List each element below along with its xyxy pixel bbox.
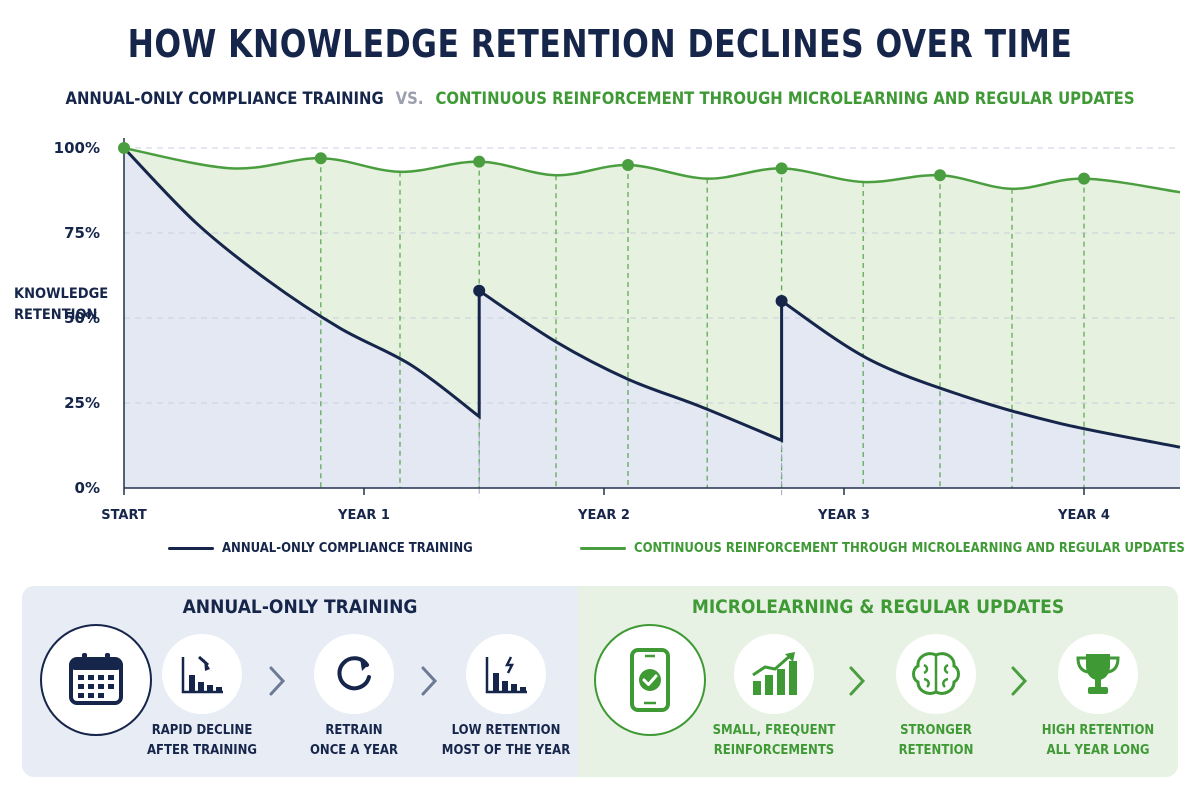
rising-bar-chart-icon: [734, 634, 814, 714]
micro-step-1-line1: SMALL, FREQUENT: [712, 723, 836, 738]
x-tick-label: YEAR 3: [817, 508, 870, 523]
point-microlearning: [775, 162, 788, 175]
page-title: HOW KNOWLEDGE RETENTION DECLINES OVER TI…: [127, 22, 1073, 66]
legend-annual-swatch: [168, 547, 214, 550]
micro-step-1-line2: REINFORCEMENTS: [713, 743, 835, 758]
point-microlearning: [622, 159, 634, 171]
micro-step-2-line2: RETENTION: [898, 743, 974, 758]
micro-step-2-line1: STRONGER: [900, 723, 972, 738]
point-microlearning: [118, 142, 130, 154]
annual-step-2-line2: ONCE A YEAR: [309, 743, 398, 758]
y-tick-label: 25%: [64, 394, 100, 412]
trophy-icon: [1058, 634, 1138, 714]
retention-chart: 0% 25% 50% 75% 100% START YEAR 1 YEAR 2 YEAR 3 YE…: [54, 138, 1181, 523]
micro-step-1-label: SMALL, FREQUENT REINFORCEMENTS: [699, 721, 849, 761]
micro-step-2-label: STRONGER RETENTION: [861, 721, 1011, 761]
brain-icon: [896, 634, 976, 714]
x-tick-label: START: [101, 508, 147, 523]
y-axis-label-line1: KNOWLEDGE: [14, 286, 109, 302]
point-microlearning: [473, 155, 486, 168]
y-axis-label: KNOWLEDGE RETENTION: [14, 284, 108, 326]
annual-panel: ANNUAL-ONLY TRAINING RAPID DECLINE AFTER …: [22, 586, 578, 777]
subtitle: ANNUAL-ONLY COMPLIANCE TRAINING VS. CONTIN…: [0, 89, 1200, 108]
subtitle-vs: VS.: [395, 89, 424, 108]
annual-step-3-line1: LOW RETENTION: [451, 723, 561, 738]
micro-panel: MICROLEARNING & REGULAR UPDATES SMALL, F…: [578, 586, 1178, 777]
point-annual: [775, 295, 788, 307]
y-tick-label: 0%: [75, 479, 100, 497]
annual-step-2-line1: RETRAIN: [325, 723, 383, 738]
annual-step-1-line2: AFTER TRAINING: [147, 743, 257, 758]
legend-annual: ANNUAL-ONLY COMPLIANCE TRAINING: [168, 541, 473, 556]
x-tick-label: YEAR 2: [577, 508, 630, 523]
point-microlearning: [314, 152, 327, 165]
low-bar-chart-icon: [466, 634, 546, 714]
chevron-right-icon: [269, 666, 286, 696]
annual-step-2-label: RETRAIN ONCE A YEAR: [279, 721, 429, 761]
refresh-icon: [314, 634, 394, 714]
y-axis-label-line2: RETENTION: [14, 307, 98, 323]
x-tick-label: YEAR 1: [337, 508, 390, 523]
x-tick-label: YEAR 4: [1057, 508, 1110, 523]
calendar-icon: [40, 624, 152, 736]
annual-step-3-line2: MOST OF THE YEAR: [441, 743, 571, 758]
y-tick-label: 100%: [54, 139, 100, 157]
point-annual: [473, 284, 486, 297]
annual-step-3-label: LOW RETENTION MOST OF THE YEAR: [431, 721, 581, 761]
point-microlearning: [934, 169, 946, 182]
series-line-annual: [122, 146, 1181, 449]
chevron-right-icon: [849, 666, 866, 696]
legend-micro-label: CONTINUOUS REINFORCEMENT THROUGH MICROLE…: [634, 541, 1185, 556]
subtitle-micro: CONTINUOUS REINFORCEMENT THROUGH MICROLE…: [435, 89, 1135, 108]
chevron-right-icon: [421, 666, 438, 696]
micro-step-3-line1: HIGH RETENTION: [1041, 723, 1155, 738]
micro-step-3-line2: ALL YEAR LONG: [1046, 743, 1150, 758]
y-tick-label: 75%: [64, 224, 100, 242]
y-tick-label: 50%: [64, 309, 100, 327]
legend-annual-label: ANNUAL-ONLY COMPLIANCE TRAINING: [222, 541, 473, 556]
micro-step-3-label: HIGH RETENTION ALL YEAR LONG: [1023, 721, 1173, 761]
subtitle-annual: ANNUAL-ONLY COMPLIANCE TRAINING: [65, 89, 384, 108]
smartphone-check-icon: [594, 624, 706, 736]
point-microlearning: [1078, 172, 1090, 185]
legend-micro: CONTINUOUS REINFORCEMENT THROUGH MICROLE…: [580, 541, 1185, 556]
legend-micro-swatch: [580, 547, 626, 550]
annual-step-1-label: RAPID DECLINE AFTER TRAINING: [127, 721, 277, 761]
chevron-right-icon: [1011, 666, 1028, 696]
annual-step-1-line1: RAPID DECLINE: [151, 723, 253, 738]
annual-panel-title: ANNUAL-ONLY TRAINING: [182, 596, 418, 618]
declining-bar-chart-icon: [162, 634, 242, 714]
micro-panel-title: MICROLEARNING & REGULAR UPDATES: [691, 596, 1065, 618]
